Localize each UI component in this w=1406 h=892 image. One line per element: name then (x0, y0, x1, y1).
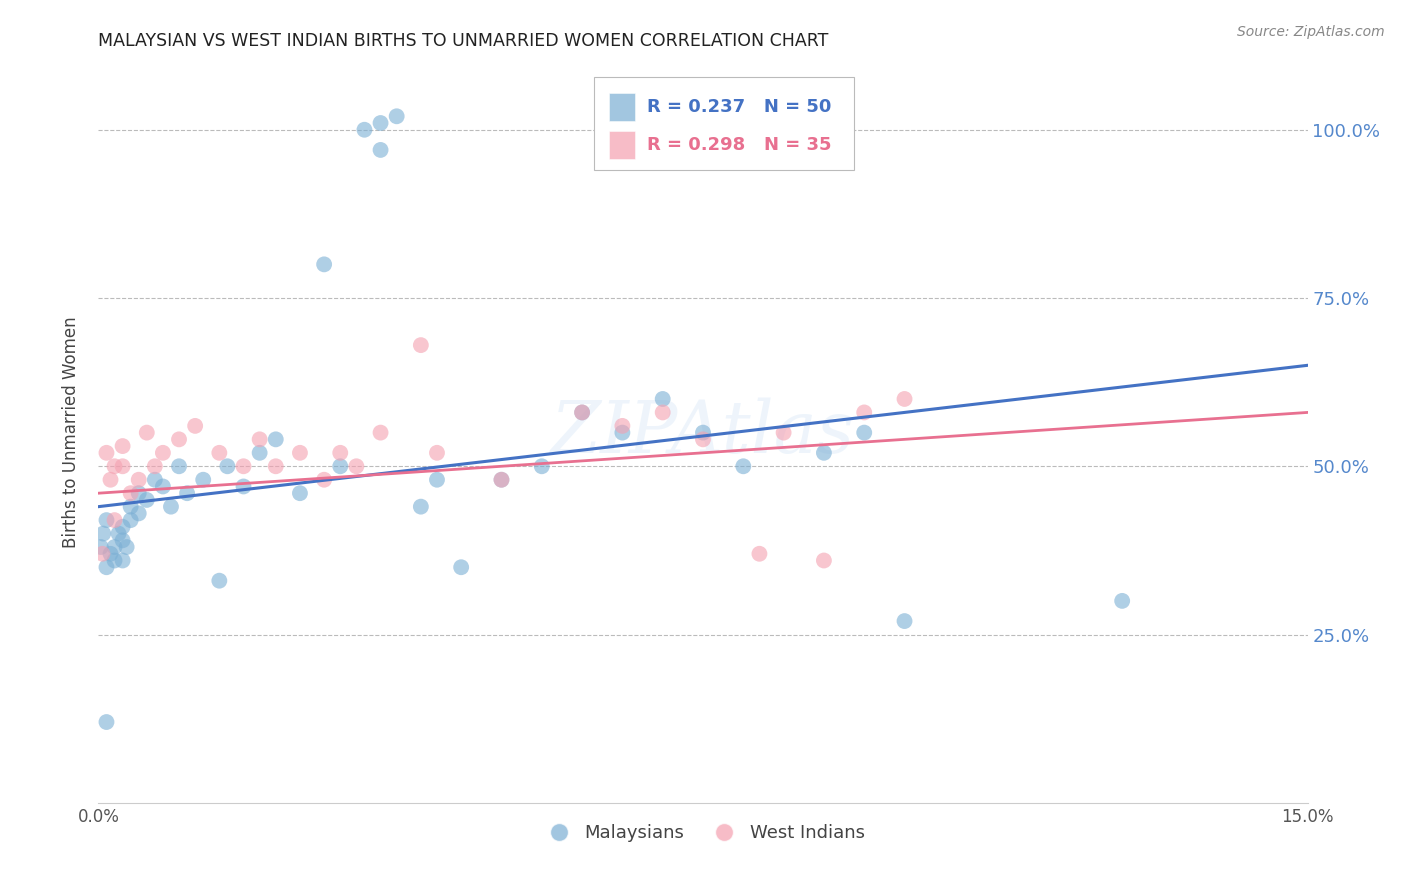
Point (288, 486, 311, 500)
Point (893, 392, 915, 406)
Text: Source: ZipAtlas.com: Source: ZipAtlas.com (1237, 25, 1385, 39)
Point (370, 143, 392, 157)
Point (893, 614, 915, 628)
Point (96, 714, 118, 729)
Point (1111, 594, 1133, 608)
Point (111, 459, 134, 474)
Point (91, 547, 114, 561)
Point (264, 433, 287, 447)
Point (120, 486, 142, 500)
Point (409, 338, 432, 352)
Point (651, 392, 673, 406)
FancyBboxPatch shape (595, 78, 855, 169)
Y-axis label: Births to Unmarried Women: Births to Unmarried Women (62, 317, 80, 549)
Point (426, 473, 449, 487)
Point (107, 526, 129, 541)
Point (651, 405, 673, 419)
Point (111, 520, 134, 534)
Text: R = 0.237   N = 50: R = 0.237 N = 50 (647, 98, 832, 116)
Point (193, 473, 215, 487)
Point (111, 439, 134, 453)
Point (128, 473, 150, 487)
Point (426, 446, 449, 460)
Point (167, 459, 190, 474)
Point (135, 425, 157, 440)
Point (329, 446, 352, 460)
Point (96, 513, 118, 527)
Text: MALAYSIAN VS WEST INDIAN BIRTHS TO UNMARRIED WOMEN CORRELATION CHART: MALAYSIAN VS WEST INDIAN BIRTHS TO UNMAR… (98, 32, 828, 50)
Point (370, 425, 392, 440)
Point (103, 459, 125, 474)
Point (612, 425, 634, 440)
Point (385, 109, 408, 123)
Point (100, 547, 122, 561)
Point (733, 459, 755, 474)
Point (128, 507, 150, 521)
Point (103, 540, 125, 554)
Point (853, 425, 876, 440)
Point (167, 433, 190, 447)
Point (491, 473, 513, 487)
Point (329, 459, 352, 474)
Point (160, 500, 183, 514)
Point (813, 446, 835, 460)
Point (692, 425, 714, 440)
Point (232, 459, 254, 474)
Point (530, 459, 553, 474)
Point (184, 418, 207, 433)
Point (409, 500, 432, 514)
Point (208, 446, 231, 460)
Bar (609, 130, 636, 159)
Point (370, 116, 392, 130)
Point (152, 446, 174, 460)
Point (100, 473, 122, 487)
Point (853, 405, 876, 419)
Point (111, 553, 134, 567)
Point (249, 446, 271, 460)
Point (571, 405, 593, 419)
Point (135, 492, 157, 507)
Text: ZIPAtlas: ZIPAtlas (551, 397, 855, 468)
Point (813, 553, 835, 567)
Point (249, 433, 271, 447)
Point (143, 459, 166, 474)
Point (90, 540, 112, 554)
Point (264, 459, 287, 474)
Point (103, 553, 125, 567)
Point (692, 433, 714, 447)
Point (748, 547, 770, 561)
Point (103, 513, 125, 527)
Point (288, 446, 311, 460)
Point (344, 459, 367, 474)
Point (111, 533, 134, 548)
Point (96, 560, 118, 574)
Point (152, 479, 174, 493)
Point (128, 486, 150, 500)
Point (120, 513, 142, 527)
Point (314, 473, 336, 487)
Point (120, 500, 142, 514)
Point (96, 446, 118, 460)
Point (91, 526, 114, 541)
Bar (609, 93, 636, 121)
Legend: Malaysians, West Indians: Malaysians, West Indians (534, 817, 872, 849)
Point (772, 425, 794, 440)
Point (450, 560, 472, 574)
Point (491, 473, 513, 487)
Point (232, 479, 254, 493)
Text: R = 0.298   N = 35: R = 0.298 N = 35 (647, 136, 832, 153)
Point (143, 473, 166, 487)
Point (115, 540, 138, 554)
Point (176, 486, 198, 500)
Point (217, 459, 239, 474)
Point (208, 574, 231, 588)
Point (571, 405, 593, 419)
Point (314, 257, 336, 271)
Point (612, 418, 634, 433)
Point (353, 122, 375, 136)
